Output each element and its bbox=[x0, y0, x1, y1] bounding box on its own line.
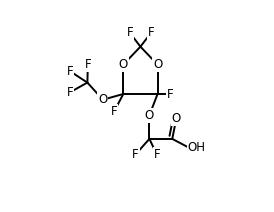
Text: F: F bbox=[148, 26, 154, 39]
Text: OH: OH bbox=[188, 141, 206, 153]
Text: F: F bbox=[67, 65, 73, 78]
Text: F: F bbox=[167, 88, 173, 100]
Text: F: F bbox=[132, 148, 139, 161]
Text: F: F bbox=[85, 58, 91, 71]
Text: F: F bbox=[111, 105, 118, 118]
Text: F: F bbox=[67, 86, 73, 99]
Text: F: F bbox=[127, 26, 133, 39]
Text: F: F bbox=[153, 148, 160, 161]
Text: O: O bbox=[145, 109, 154, 122]
Text: O: O bbox=[172, 112, 181, 125]
Text: O: O bbox=[98, 93, 107, 106]
Text: O: O bbox=[119, 58, 128, 71]
Text: O: O bbox=[153, 58, 162, 71]
